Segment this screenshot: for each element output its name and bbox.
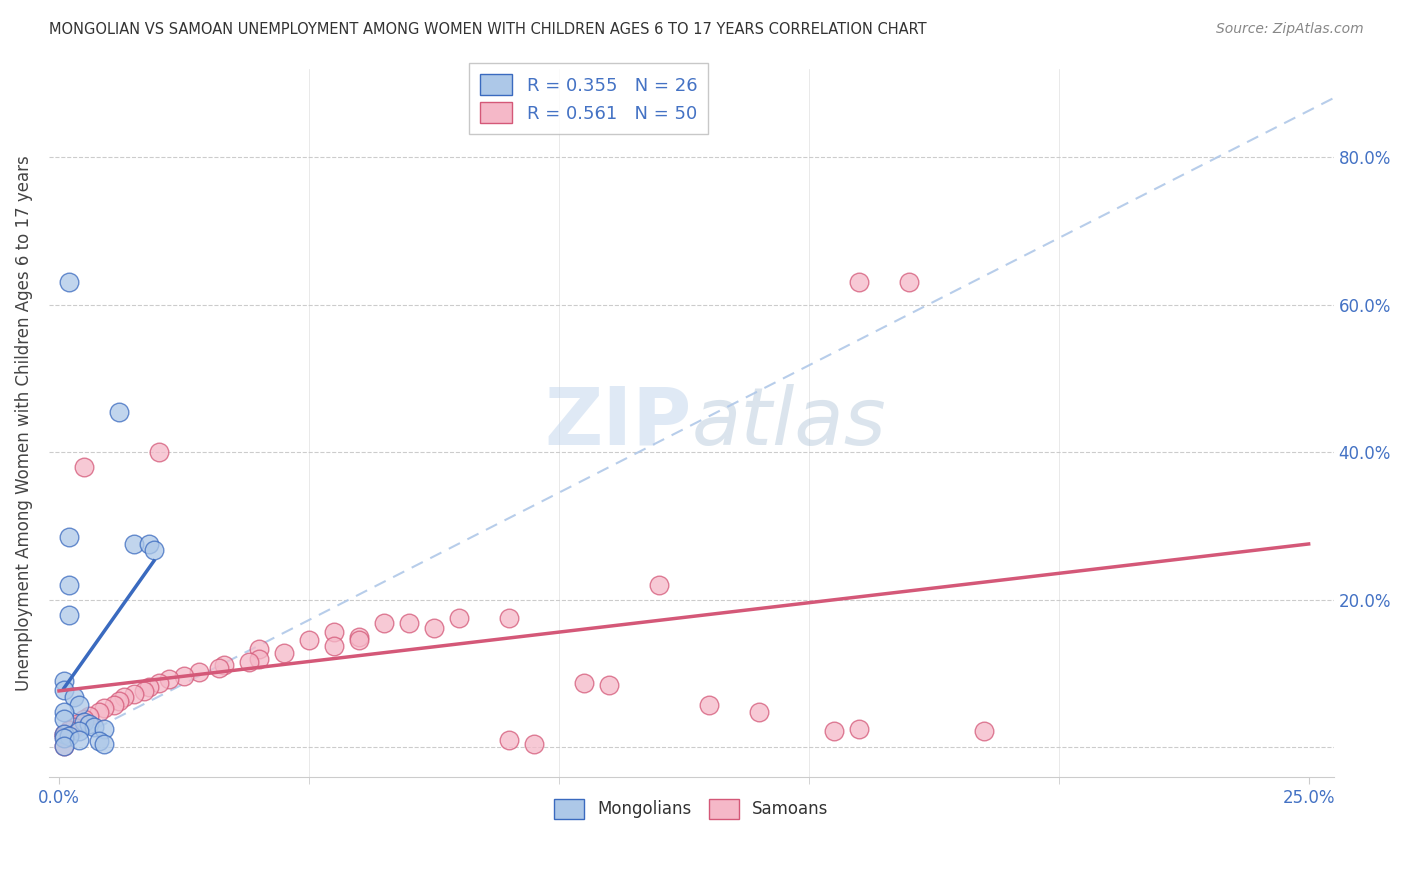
- Point: [52, 727, 75, 741]
- Point: [93, 722, 115, 736]
- Point: [138, 537, 160, 551]
- Point: [347, 630, 370, 644]
- Point: [208, 661, 231, 675]
- Point: [73, 460, 96, 475]
- Point: [93, 701, 115, 715]
- Point: [52, 739, 75, 753]
- Point: [157, 673, 180, 687]
- Point: [447, 611, 470, 625]
- Point: [73, 714, 96, 729]
- Point: [148, 445, 170, 459]
- Point: [67, 724, 90, 739]
- Point: [77, 716, 100, 731]
- Point: [58, 530, 80, 544]
- Point: [322, 639, 344, 653]
- Point: [523, 737, 546, 751]
- Point: [67, 716, 90, 731]
- Point: [238, 656, 260, 670]
- Point: [52, 729, 75, 743]
- Point: [298, 633, 321, 648]
- Point: [748, 705, 770, 719]
- Point: [142, 543, 165, 558]
- Point: [247, 652, 270, 666]
- Point: [823, 724, 845, 739]
- Point: [148, 676, 170, 690]
- Point: [67, 698, 90, 712]
- Text: atlas: atlas: [692, 384, 886, 462]
- Point: [132, 683, 155, 698]
- Point: [187, 665, 209, 679]
- Legend: Mongolians, Samoans: Mongolians, Samoans: [548, 793, 835, 825]
- Point: [322, 624, 344, 639]
- Point: [52, 731, 75, 746]
- Point: [52, 739, 75, 753]
- Text: MONGOLIAN VS SAMOAN UNEMPLOYMENT AMONG WOMEN WITH CHILDREN AGES 6 TO 17 YEARS CO: MONGOLIAN VS SAMOAN UNEMPLOYMENT AMONG W…: [49, 22, 927, 37]
- Point: [423, 621, 446, 635]
- Point: [52, 712, 75, 726]
- Point: [572, 676, 595, 690]
- Point: [648, 578, 671, 592]
- Point: [52, 727, 75, 741]
- Point: [212, 657, 235, 672]
- Point: [67, 733, 90, 747]
- Point: [58, 276, 80, 290]
- Point: [848, 276, 870, 290]
- Point: [93, 737, 115, 751]
- Point: [373, 616, 395, 631]
- Point: [52, 682, 75, 697]
- Point: [108, 404, 131, 418]
- Point: [63, 690, 86, 705]
- Point: [498, 611, 520, 625]
- Point: [58, 729, 80, 743]
- Point: [973, 724, 995, 739]
- Point: [52, 705, 75, 719]
- Point: [273, 646, 295, 660]
- Point: [108, 694, 131, 708]
- Point: [347, 633, 370, 648]
- Point: [112, 690, 135, 705]
- Text: Source: ZipAtlas.com: Source: ZipAtlas.com: [1216, 22, 1364, 37]
- Y-axis label: Unemployment Among Women with Children Ages 6 to 17 years: Unemployment Among Women with Children A…: [15, 155, 32, 690]
- Point: [103, 698, 125, 712]
- Point: [52, 673, 75, 688]
- Point: [122, 687, 145, 701]
- Point: [83, 720, 105, 734]
- Point: [247, 642, 270, 657]
- Point: [73, 712, 96, 726]
- Point: [58, 578, 80, 592]
- Point: [598, 678, 620, 692]
- Point: [87, 734, 110, 748]
- Text: ZIP: ZIP: [544, 384, 692, 462]
- Point: [58, 723, 80, 738]
- Point: [848, 722, 870, 736]
- Point: [122, 537, 145, 551]
- Point: [697, 698, 720, 712]
- Point: [897, 276, 920, 290]
- Point: [498, 733, 520, 747]
- Point: [63, 720, 86, 734]
- Point: [77, 708, 100, 723]
- Point: [173, 669, 195, 683]
- Point: [398, 616, 420, 631]
- Point: [138, 680, 160, 694]
- Point: [58, 607, 80, 622]
- Point: [87, 705, 110, 719]
